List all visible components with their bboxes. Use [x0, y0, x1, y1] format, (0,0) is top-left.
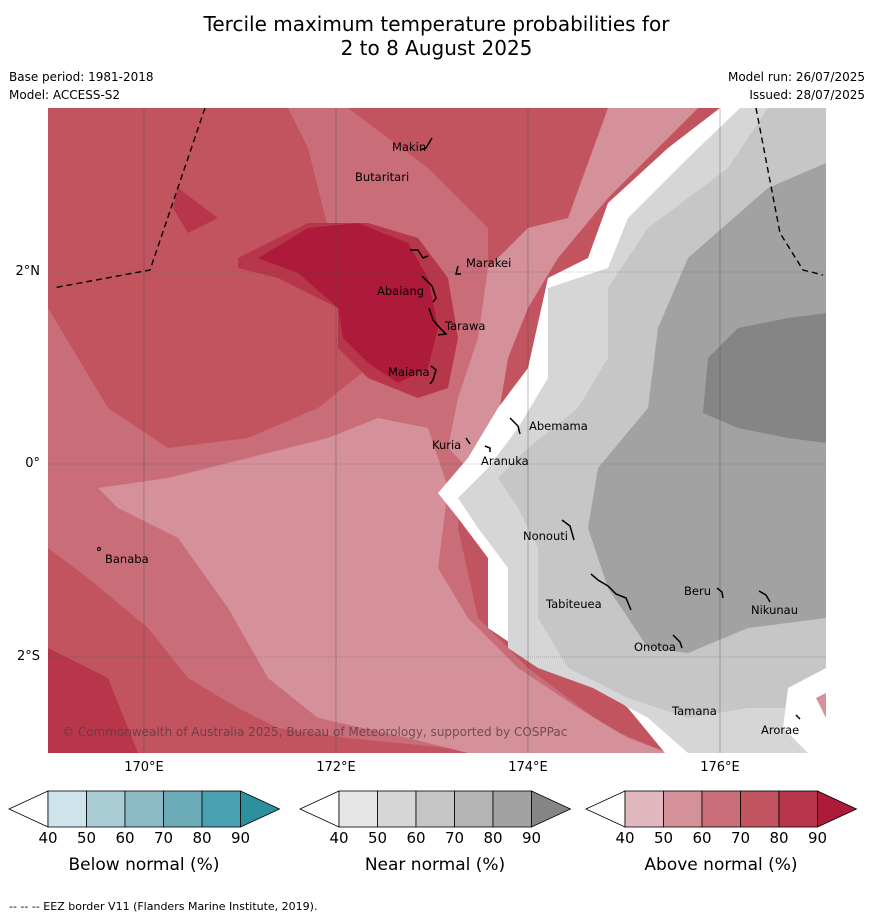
island-label-abemama: Abemama — [529, 419, 588, 433]
island-label-tamana: Tamana — [671, 704, 717, 718]
colorbar-segment — [624, 790, 664, 828]
model-name: Model: ACCESS-S2 — [9, 88, 121, 102]
island-label-nikunau: Nikunau — [751, 603, 798, 617]
colorbar-extend-high — [817, 790, 858, 828]
colorbar-tick-label: 80 — [192, 829, 212, 847]
chart-title: Tercile maximum temperature probabilitie… — [0, 12, 873, 60]
colorbar-tick-label: 50 — [367, 829, 388, 847]
zone-above-se — [816, 693, 826, 718]
eez-border — [52, 108, 824, 289]
zone-above-50 — [98, 418, 668, 753]
island-outlines — [410, 137, 801, 720]
island-label-abaiang: Abaiang — [377, 284, 424, 298]
colorbar-segment — [701, 790, 741, 828]
meta-right: Model run: 26/07/2025 Issued: 28/07/2025 — [728, 68, 865, 104]
graticule — [48, 108, 826, 753]
island-label-butaritari: Butaritari — [355, 170, 409, 184]
island-label-beru: Beru — [684, 584, 711, 598]
colorbar-extend-low — [299, 790, 340, 828]
lon-label-174e: 174°E — [508, 760, 548, 775]
copyright-text: © Commonwealth of Australia 2025, Bureau… — [62, 725, 567, 739]
colorbar-near — [299, 790, 572, 828]
zone-above-50-north — [448, 108, 698, 478]
colorbar-extend-low — [585, 790, 626, 828]
colorbar-tick-label: 50 — [653, 829, 674, 847]
zone-no-dominant-se — [783, 668, 826, 753]
colorbar-extend-low — [8, 790, 49, 828]
colorbar-tick-label: 90 — [807, 829, 828, 847]
island-label-onotoa: Onotoa — [634, 640, 676, 654]
colorbar-title-below: Below normal (%) — [68, 855, 220, 875]
lat-label-2n: 2°N — [15, 264, 41, 279]
island-label-nonouti: Nonouti — [523, 529, 568, 543]
colorbar-segment — [377, 790, 417, 828]
zone-above-90 — [258, 223, 438, 383]
island-label-makin: Makin — [392, 140, 426, 154]
colorbar-tick-label: 40 — [615, 829, 635, 847]
colorbar-segment — [338, 790, 378, 828]
island-label-tabiteuea: Tabiteuea — [545, 597, 602, 611]
colorbar-title-near: Near normal (%) — [364, 855, 506, 875]
colorbar-tick-label: 60 — [692, 829, 712, 847]
colorbar-segment — [201, 790, 241, 828]
colorbar-title-above: Above normal (%) — [644, 855, 798, 875]
colorbar-tick-label: 70 — [153, 829, 174, 847]
banaba-marker — [97, 547, 101, 551]
colorbar-tick-label: 60 — [115, 829, 135, 847]
lon-label-172e: 172°E — [316, 760, 356, 775]
colorbar-tick-label: 90 — [521, 829, 542, 847]
issued-date: Issued: 28/07/2025 — [749, 88, 865, 102]
island-labels: Makin Butaritari Marakei Abaiang Tarawa … — [105, 140, 799, 737]
meta-left: Base period: 1981-2018 Model: ACCESS-S2 — [9, 68, 154, 104]
island-label-maiana: Maiana — [388, 365, 430, 379]
lat-label-0: 0° — [25, 456, 40, 471]
island-label-aranuka: Aranuka — [481, 454, 529, 468]
zone-above-80-south — [48, 648, 138, 753]
colorbar-tick-label: 80 — [483, 829, 503, 847]
probability-map: Makin Butaritari Marakei Abaiang Tarawa … — [48, 108, 826, 753]
colorbar-segment — [86, 790, 126, 828]
colorbar-segment — [492, 790, 532, 828]
colorbar-below — [8, 790, 281, 828]
footer-eez-note: -- -- -- EEZ border V11 (Flanders Marine… — [9, 900, 318, 913]
island-label-marakei: Marakei — [466, 256, 511, 270]
lon-label-170e: 170°E — [124, 760, 164, 775]
colorbar-extend-high — [531, 790, 572, 828]
colorbar-tick-label: 70 — [730, 829, 751, 847]
colorbar-segment — [124, 790, 164, 828]
lon-label-176e: 176°E — [700, 760, 740, 775]
colorbar-segment — [454, 790, 494, 828]
colorbar-tick-label: 70 — [444, 829, 465, 847]
colorbar-segment — [47, 790, 87, 828]
colorbar-tick-label: 90 — [230, 829, 251, 847]
island-label-kuria: Kuria — [432, 438, 461, 452]
colorbar-tick-label: 60 — [406, 829, 426, 847]
zone-above-80-small — [173, 188, 218, 233]
colorbar-tick-label: 80 — [769, 829, 789, 847]
colorbar-segment — [778, 790, 818, 828]
island-label-arorae: Arorae — [761, 723, 799, 737]
title-line-2: 2 to 8 August 2025 — [340, 36, 533, 60]
title-line-1: Tercile maximum temperature probabilitie… — [203, 12, 670, 36]
model-run: Model run: 26/07/2025 — [727, 70, 865, 84]
zone-near-70 — [703, 313, 826, 443]
colorbars — [8, 790, 858, 828]
island-label-banaba: Banaba — [105, 552, 149, 566]
colorbar-tick-label: 50 — [76, 829, 97, 847]
lat-label-2s: 2°S — [16, 649, 40, 664]
colorbar-tick-label: 40 — [329, 829, 349, 847]
island-label-tarawa: Tarawa — [444, 319, 485, 333]
colorbar-extend-high — [240, 790, 281, 828]
base-period: Base period: 1981-2018 — [9, 70, 154, 84]
colorbar-segment — [415, 790, 455, 828]
colorbar-segment — [740, 790, 780, 828]
colorbar-tick-label: 40 — [38, 829, 58, 847]
colorbar-above — [585, 790, 858, 828]
colorbar-segment — [163, 790, 203, 828]
colorbar-segment — [663, 790, 703, 828]
